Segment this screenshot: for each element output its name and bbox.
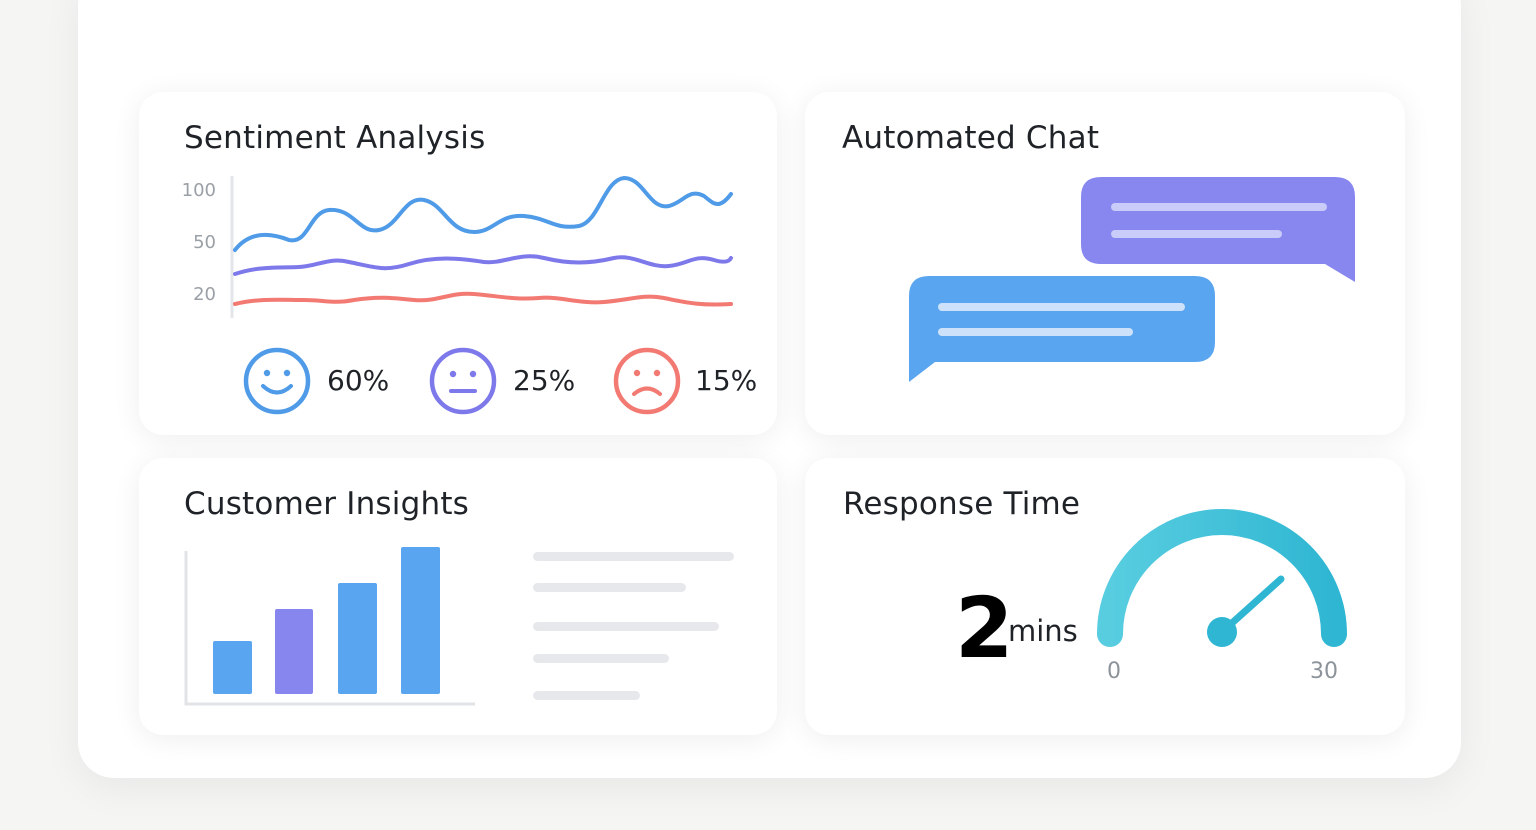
neutral-sentiment-line — [233, 254, 733, 276]
card-title: Automated Chat — [842, 120, 1100, 156]
positive-percent: 60% — [327, 364, 390, 397]
gauge-arc — [1097, 509, 1347, 647]
y-tick-100: 100 — [181, 180, 216, 201]
card-title: Customer Insights — [184, 486, 470, 522]
gauge-min-label: 0 — [1107, 659, 1121, 684]
card-title: Response Time — [843, 486, 1081, 522]
card-title: Sentiment Analysis — [184, 120, 486, 156]
chat-illustration — [909, 177, 1355, 382]
bar — [338, 583, 377, 694]
gauge-max-label: 30 — [1310, 659, 1338, 684]
response-time-unit: mins — [1008, 614, 1078, 648]
response-time-value: 2 — [955, 579, 1014, 677]
neutral-face-icon — [429, 347, 497, 415]
response-gauge — [1097, 509, 1347, 647]
smiley-face-icon — [243, 347, 311, 415]
outgoing-chat-bubble — [909, 276, 1215, 382]
incoming-chat-bubble — [1081, 177, 1355, 282]
y-tick-50: 50 — [193, 232, 216, 253]
insight-text-placeholders — [533, 552, 734, 700]
bar — [213, 641, 252, 694]
sad-face-icon — [613, 347, 681, 415]
sentiment-line-chart — [230, 175, 733, 318]
negative-percent: 15% — [695, 364, 758, 397]
sentiment-analysis-card: Sentiment Analysis 100 50 20 60% 25% 15% — [139, 92, 777, 435]
bar — [401, 547, 440, 694]
automated-chat-card: Automated Chat — [805, 92, 1405, 435]
customer-insights-card: Customer Insights — [139, 458, 777, 735]
negative-sentiment-line — [233, 291, 733, 307]
gauge-hub — [1207, 617, 1237, 647]
chart-axes — [184, 551, 475, 706]
y-tick-20: 20 — [193, 284, 216, 305]
bar — [275, 609, 313, 694]
response-time-card: Response Time 2 mins 0 30 — [805, 458, 1405, 735]
neutral-percent: 25% — [513, 364, 576, 397]
positive-sentiment-line — [233, 175, 733, 252]
insights-bar-chart — [184, 547, 734, 706]
